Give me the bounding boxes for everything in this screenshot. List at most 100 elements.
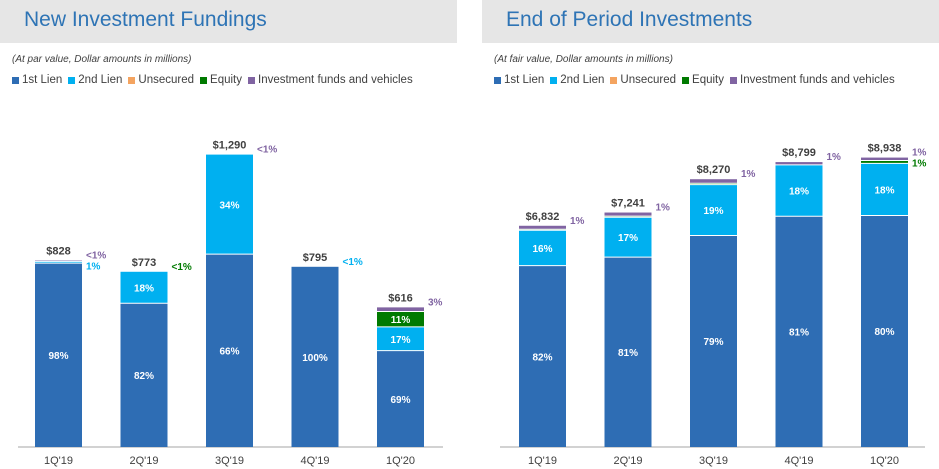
- side-annotation: 1%: [741, 169, 756, 180]
- bar-segment: [861, 160, 908, 164]
- legend-item-unsecured: Unsecured: [128, 74, 194, 86]
- data-label: 66%: [219, 347, 239, 358]
- bar-segment: [377, 350, 424, 447]
- x-tick-label: 2Q'19: [129, 455, 158, 467]
- data-label: 34%: [219, 200, 239, 211]
- legend-swatch-second-lien: [68, 76, 76, 84]
- bar-segment: [377, 326, 424, 351]
- side-annotation: <1%: [343, 257, 363, 268]
- total-label: $6,832: [526, 211, 560, 223]
- legend-swatch-second-lien: [550, 76, 558, 84]
- side-annotation: <1%: [172, 262, 192, 273]
- data-label: 80%: [874, 327, 894, 338]
- total-label: $616: [388, 292, 412, 304]
- data-label: 19%: [703, 206, 723, 217]
- data-label: 100%: [302, 353, 328, 364]
- total-label: $795: [303, 252, 327, 264]
- x-tick-label: 4Q'19: [300, 455, 329, 467]
- end-of-period-title-bar: End of Period Investments: [482, 0, 939, 43]
- bar-segment: [35, 263, 82, 447]
- bar-segment: [519, 225, 566, 230]
- x-tick-label: 1Q'19: [528, 455, 557, 467]
- legend-item-first-lien: 1st Lien: [494, 74, 544, 86]
- side-annotation: <1%: [86, 250, 106, 261]
- legend-swatch-equity: [200, 76, 208, 84]
- bar-segment: [861, 163, 908, 216]
- side-annotation: 1%: [86, 261, 101, 272]
- bar-segment: [775, 164, 823, 217]
- new-fundings-title: New Investment Fundings: [24, 8, 267, 31]
- legend-label-first-lien: 1st Lien: [504, 74, 545, 86]
- legend-item-second-lien: 2nd Lien: [550, 74, 604, 86]
- end-of-period-panel: End of Period Investments (At fair value…: [482, 0, 939, 469]
- bar-segment: [604, 217, 652, 258]
- legend-item-funds: Investment funds and vehicles: [730, 74, 895, 86]
- bar-segment: [775, 216, 823, 447]
- bar-segment: [690, 183, 737, 185]
- data-label: 82%: [532, 352, 552, 363]
- legend-swatch-funds: [730, 76, 737, 84]
- legend-item-funds: Investment funds and vehicles: [248, 74, 413, 86]
- total-label: $773: [132, 257, 156, 269]
- end-of-period-chart: 82% 16% $6,832 1% 1Q'19 81% 17% $7,241 1% 2Q'19 79…: [500, 143, 927, 467]
- x-tick-label: 1Q'20: [870, 455, 899, 467]
- end-of-period-legend: 1st Lien 2nd Lien Unsecured Equity Inves…: [494, 74, 895, 86]
- bar-segment: [690, 235, 737, 447]
- legend-item-equity: Equity: [682, 74, 724, 86]
- legend-label-unsecured: Unsecured: [138, 74, 195, 86]
- bar-segment: [120, 303, 168, 447]
- bar-segment: [775, 162, 823, 165]
- data-label: 17%: [618, 233, 638, 244]
- total-label: $1,290: [213, 140, 247, 152]
- side-annotation: 1%: [656, 203, 671, 214]
- end-of-period-subtitle: (At fair value, Dollar amounts in millio…: [494, 54, 673, 65]
- legend-label-equity: Equity: [692, 74, 724, 86]
- data-label: 18%: [874, 185, 894, 196]
- legend-label-equity: Equity: [210, 74, 242, 86]
- legend-swatch-unsecured: [610, 76, 618, 84]
- data-label: 17%: [390, 335, 410, 346]
- bar-segment: [861, 215, 908, 447]
- legend-item-equity: Equity: [200, 74, 242, 86]
- bar-segment: [604, 257, 652, 447]
- side-annotation: 1%: [827, 152, 842, 163]
- bar-segment: [206, 254, 253, 447]
- legend-swatch-equity: [682, 76, 690, 84]
- legend-item-first-lien: 1st Lien: [12, 74, 62, 86]
- side-annotation: 1%: [570, 216, 585, 227]
- legend-label-funds: Investment funds and vehicles: [258, 74, 413, 86]
- new-fundings-subtitle: (At par value, Dollar amounts in million…: [12, 54, 192, 65]
- side-annotation: <1%: [257, 145, 277, 156]
- data-label: 82%: [134, 371, 154, 382]
- bar-segment: [519, 265, 566, 447]
- bar-segment: [604, 216, 652, 218]
- total-label: $828: [46, 245, 70, 257]
- legend-label-second-lien: 2nd Lien: [78, 74, 123, 86]
- new-fundings-legend: 1st Lien 2nd Lien Unsecured Equity Inves…: [12, 74, 413, 86]
- bar-segment: [519, 230, 566, 266]
- side-annotation: 3%: [428, 297, 443, 308]
- side-annotation: 1%: [912, 148, 927, 159]
- bar-segment: [861, 157, 908, 161]
- x-tick-label: 1Q'19: [44, 455, 73, 467]
- legend-label-unsecured: Unsecured: [620, 74, 677, 86]
- bar-segment: [206, 154, 253, 255]
- data-label: 18%: [134, 284, 154, 295]
- data-label: 11%: [391, 315, 411, 326]
- bar-segment: [291, 266, 339, 447]
- total-label: $8,938: [868, 143, 902, 155]
- x-tick-label: 1Q'20: [386, 455, 415, 467]
- legend-label-first-lien: 1st Lien: [22, 74, 63, 86]
- x-tick-label: 3Q'19: [215, 455, 244, 467]
- bar-segment: [35, 261, 82, 264]
- legend-item-second-lien: 2nd Lien: [68, 74, 122, 86]
- data-label: 98%: [48, 351, 68, 362]
- bar-segment: [604, 212, 652, 217]
- data-label: 18%: [789, 187, 809, 198]
- end-of-period-title: End of Period Investments: [506, 8, 753, 31]
- legend-item-unsecured: Unsecured: [610, 74, 676, 86]
- legend-swatch-unsecured: [128, 76, 136, 84]
- legend-label-second-lien: 2nd Lien: [560, 74, 605, 86]
- data-label: 81%: [618, 348, 638, 359]
